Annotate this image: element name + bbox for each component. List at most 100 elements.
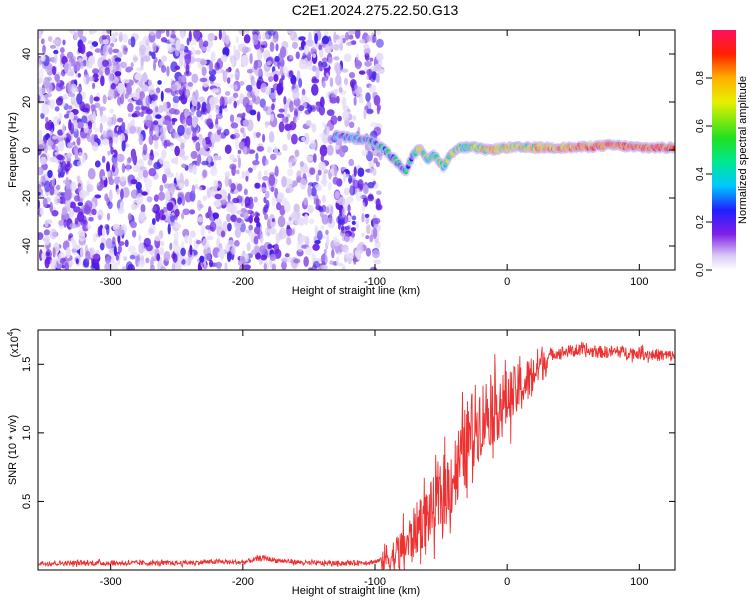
noise-speckle bbox=[223, 128, 230, 136]
noise-speckle bbox=[44, 235, 50, 246]
noise-speckle bbox=[141, 106, 149, 114]
noise-speckle bbox=[281, 257, 288, 264]
noise-speckle bbox=[182, 208, 190, 216]
noise-speckle bbox=[256, 132, 260, 139]
noise-speckle bbox=[376, 54, 384, 61]
noise-speckle bbox=[303, 44, 310, 55]
noise-speckle bbox=[319, 65, 323, 72]
noise-speckle bbox=[262, 133, 266, 143]
noise-speckle bbox=[76, 121, 84, 129]
noise-speckle bbox=[101, 34, 107, 40]
noise-speckle bbox=[66, 51, 74, 59]
noise-speckle bbox=[318, 161, 326, 171]
noise-speckle bbox=[328, 213, 333, 225]
noise-speckle bbox=[56, 184, 61, 191]
noise-speckle bbox=[69, 223, 78, 229]
noise-speckle bbox=[246, 68, 254, 74]
noise-speckle bbox=[309, 123, 314, 129]
noise-speckle bbox=[173, 132, 179, 139]
noise-speckle bbox=[59, 258, 66, 264]
noise-speckle bbox=[327, 181, 332, 191]
scale-exponent: 4 bbox=[6, 331, 15, 336]
noise-speckle bbox=[245, 84, 253, 92]
noise-speckle bbox=[49, 228, 58, 240]
top-x-tick-label: -100 bbox=[364, 276, 386, 288]
noise-speckle bbox=[236, 195, 243, 204]
noise-speckle bbox=[112, 48, 120, 54]
noise-speckle bbox=[265, 33, 270, 40]
noise-speckle bbox=[45, 116, 49, 123]
noise-speckle bbox=[44, 121, 51, 131]
noise-speckle bbox=[317, 169, 322, 176]
noise-speckle bbox=[62, 94, 69, 100]
noise-speckle bbox=[150, 94, 158, 102]
bottom-x-axis-label: Height of straight line (km) bbox=[292, 585, 420, 597]
noise-speckle bbox=[262, 32, 266, 41]
noise-speckle bbox=[348, 174, 353, 184]
noise-speckle bbox=[108, 177, 115, 186]
noise-speckle bbox=[357, 86, 363, 95]
noise-speckle bbox=[54, 106, 60, 112]
noise-speckle bbox=[117, 241, 125, 246]
noise-speckle bbox=[184, 53, 192, 65]
noise-speckle bbox=[326, 126, 331, 136]
noise-speckle bbox=[188, 235, 192, 247]
noise-speckle bbox=[114, 176, 120, 185]
noise-speckle bbox=[336, 256, 340, 266]
noise-speckle bbox=[303, 197, 308, 206]
top-x-axis: -300 -200 -100 0 100 bbox=[100, 30, 648, 288]
noise-speckle bbox=[72, 206, 81, 213]
noise-speckle bbox=[253, 226, 261, 235]
noise-speckle bbox=[120, 200, 124, 212]
noise-speckle bbox=[59, 140, 65, 147]
noise-speckle bbox=[230, 122, 239, 129]
noise-speckle bbox=[77, 46, 83, 54]
noise-speckle bbox=[104, 66, 110, 76]
noise-speckle bbox=[267, 30, 276, 36]
noise-speckle bbox=[116, 153, 125, 163]
noise-speckle bbox=[284, 253, 290, 258]
noise-speckle bbox=[329, 260, 334, 265]
noise-speckle bbox=[85, 224, 92, 230]
noise-speckle bbox=[311, 83, 319, 96]
top-y-axis-label: Frequency (Hz) bbox=[7, 112, 19, 188]
noise-speckle bbox=[351, 81, 356, 92]
noise-speckle bbox=[271, 103, 275, 111]
noise-speckle bbox=[166, 65, 170, 77]
noise-speckle bbox=[41, 163, 48, 171]
noise-speckle bbox=[333, 238, 341, 247]
noise-speckle bbox=[180, 247, 186, 257]
noise-speckle bbox=[160, 65, 167, 73]
top-x-tick-label: 100 bbox=[630, 276, 648, 288]
noise-speckle bbox=[277, 52, 284, 63]
noise-speckle bbox=[285, 221, 291, 226]
noise-speckle bbox=[283, 96, 287, 105]
noise-speckle bbox=[93, 96, 100, 102]
noise-speckle bbox=[89, 94, 94, 105]
noise-speckle bbox=[376, 161, 380, 168]
noise-speckle bbox=[233, 132, 241, 139]
noise-speckle bbox=[223, 107, 228, 112]
noise-speckle bbox=[54, 196, 58, 205]
noise-speckle bbox=[373, 217, 381, 225]
noise-speckle bbox=[39, 207, 44, 216]
noise-speckle bbox=[120, 94, 125, 105]
noise-speckle bbox=[151, 217, 156, 225]
noise-speckle bbox=[202, 195, 208, 202]
noise-speckle bbox=[128, 245, 136, 253]
noise-speckle bbox=[233, 100, 238, 109]
noise-speckle bbox=[321, 214, 329, 225]
noise-speckle bbox=[311, 41, 319, 50]
noise-speckle bbox=[316, 185, 321, 190]
noise-speckle bbox=[242, 112, 246, 118]
noise-speckle bbox=[294, 149, 300, 158]
noise-speckle bbox=[193, 30, 201, 40]
noise-speckle bbox=[372, 249, 380, 259]
noise-speckle bbox=[245, 175, 249, 182]
noise-speckle bbox=[52, 135, 58, 140]
noise-speckle bbox=[135, 181, 142, 191]
noise-speckle bbox=[192, 164, 197, 175]
noise-speckle bbox=[343, 232, 350, 243]
noise-speckle bbox=[244, 196, 251, 207]
noise-speckle bbox=[300, 94, 308, 103]
